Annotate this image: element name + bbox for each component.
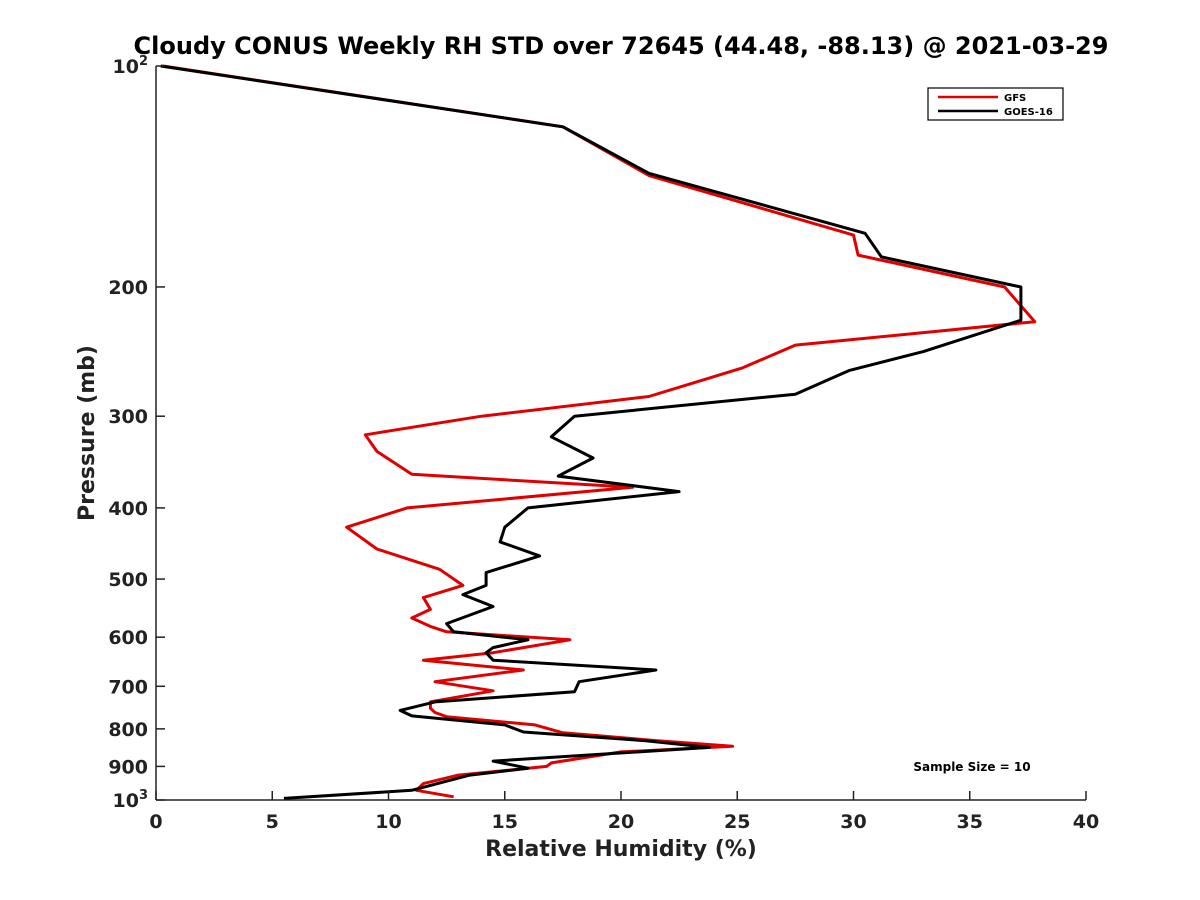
y-tick-label: 300	[108, 406, 148, 428]
legend-label-goes16: GOES-16	[1004, 107, 1053, 118]
y-ticks: 102 200 300 400 500 600 700 800 900 103	[108, 54, 165, 812]
y-tick-label: 600	[108, 627, 148, 649]
x-tick-label: 0	[149, 811, 162, 833]
legend: GFS GOES-16	[927, 87, 1064, 121]
y-tick-label: 103	[113, 788, 149, 812]
x-axis-label: Relative Humidity (%)	[485, 837, 757, 862]
series-line-goes16	[160, 64, 1023, 800]
y-tick-label: 200	[108, 277, 148, 299]
y-tick-label: 900	[108, 756, 148, 778]
sample-size-note: Sample Size = 10	[913, 760, 1030, 774]
series-line-gfs	[162, 64, 1037, 799]
legend-box	[927, 87, 1064, 121]
chart-title: Cloudy CONUS Weekly RH STD over 72645 (4…	[134, 32, 1109, 60]
x-tick-label: 10	[375, 811, 401, 833]
y-tick-label: 500	[108, 569, 148, 591]
y-tick-label: 800	[108, 719, 148, 741]
y-axis-label: Pressure (mb)	[75, 345, 100, 521]
legend-label-gfs: GFS	[1004, 93, 1026, 104]
x-tick-label: 35	[957, 811, 983, 833]
x-tick-label: 30	[840, 811, 866, 833]
y-tick-label: 102	[113, 54, 149, 78]
y-tick-label: 700	[108, 676, 148, 698]
x-ticks: 0 5 10 15 20 25 30 35 40	[149, 791, 1099, 833]
y-tick-label: 400	[108, 498, 148, 520]
x-tick-label: 5	[266, 811, 279, 833]
series-layer	[160, 64, 1037, 800]
x-tick-label: 15	[492, 811, 518, 833]
x-tick-label: 20	[608, 811, 634, 833]
x-tick-label: 40	[1073, 811, 1099, 833]
x-tick-label: 25	[724, 811, 750, 833]
